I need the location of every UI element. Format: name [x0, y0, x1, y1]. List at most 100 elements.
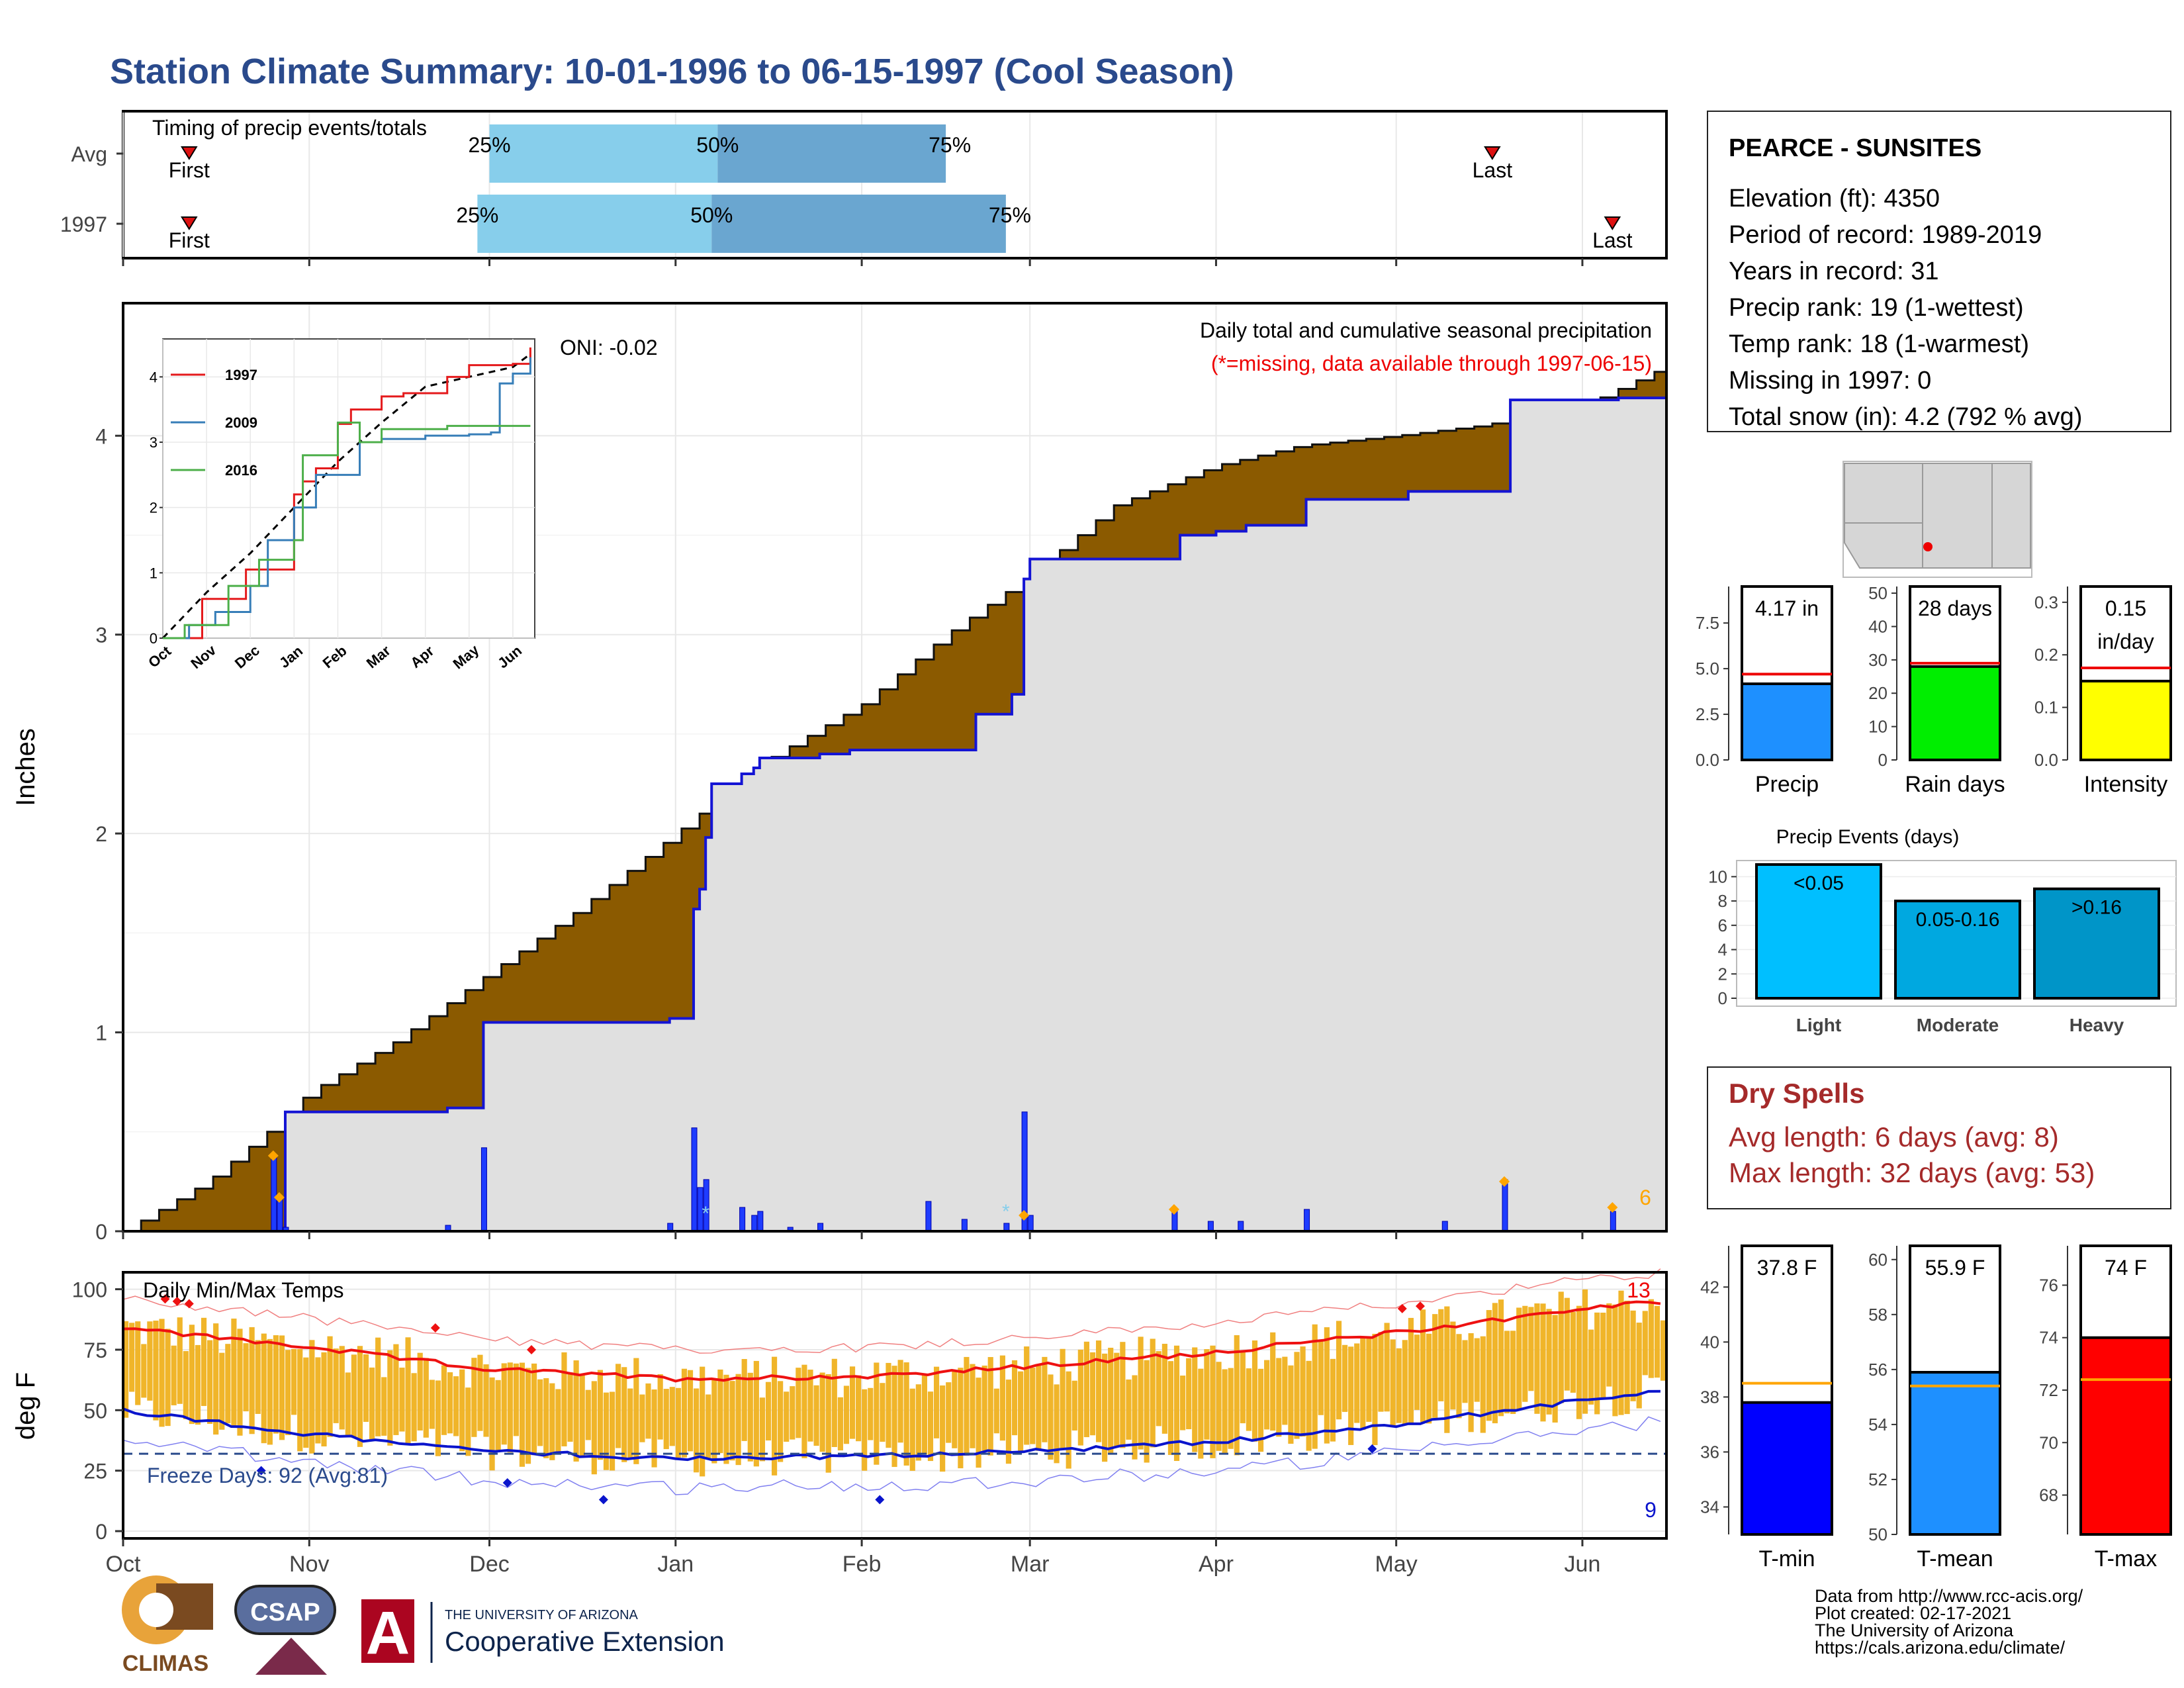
- events-bar: [2033, 887, 2160, 1000]
- temp-daily-bar: [1161, 1344, 1167, 1434]
- summary-bar-tick-label: 0: [1878, 750, 1888, 770]
- timing-title: Timing of precip events/totals: [152, 116, 427, 140]
- temp-daily-bar: [1240, 1350, 1246, 1424]
- temp-daily-bar: [597, 1370, 604, 1460]
- temp-daily-bar: [915, 1384, 921, 1461]
- temp-daily-bar: [1246, 1368, 1251, 1431]
- temp-daily-bar: [1612, 1304, 1618, 1417]
- temp-daily-bar: [1102, 1353, 1108, 1462]
- temp-month-label: Apr: [1199, 1552, 1234, 1577]
- temp-daily-bar: [1089, 1352, 1096, 1436]
- footer-credit-line: Data from http://www.rcc-acis.org/: [1815, 1586, 2083, 1606]
- temp-daily-bar: [399, 1368, 405, 1432]
- temp-daily-bar: [1198, 1368, 1204, 1459]
- timing-marker-label: First: [169, 228, 210, 252]
- hot-days-count: 13: [1627, 1278, 1651, 1302]
- temp-daily-bar: [1492, 1303, 1498, 1424]
- summary-bar-tick-label: 72: [2039, 1380, 2058, 1400]
- summary-bar-tick-label: 10: [1868, 717, 1888, 737]
- precip-ytick-label: 0: [95, 1220, 107, 1244]
- summary-bar-tick-label: 58: [1868, 1305, 1888, 1325]
- events-title: Precip Events (days): [1776, 826, 1960, 848]
- temp-daily-bar: [1126, 1379, 1132, 1440]
- daily-precip-bar: [1304, 1209, 1310, 1232]
- temp-ytick-label: 100: [72, 1278, 107, 1302]
- temp-daily-bar: [1222, 1369, 1228, 1454]
- temp-daily-bar: [1257, 1368, 1264, 1452]
- temp-daily-bar: [621, 1367, 627, 1462]
- temp-daily-bar: [501, 1363, 507, 1445]
- temp-daily-bar: [1077, 1349, 1083, 1446]
- temp-daily-bar: [1108, 1347, 1114, 1453]
- temp-daily-bar: [981, 1365, 987, 1451]
- temp-daily-bar: [675, 1387, 681, 1458]
- dry-spells-frame: [1707, 1066, 2171, 1209]
- temp-daily-bar: [303, 1357, 309, 1448]
- temp-daily-bar: [639, 1394, 645, 1442]
- temp-daily-bar: [657, 1374, 663, 1440]
- temp-daily-bar: [796, 1368, 801, 1438]
- temp-daily-bar: [405, 1337, 411, 1444]
- temp-daily-bar: [1480, 1336, 1486, 1433]
- temp-daily-bar: [753, 1360, 759, 1467]
- temp-month-label: Jun: [1565, 1552, 1601, 1577]
- temp-daily-bar: [1251, 1340, 1258, 1442]
- temp-daily-bar: [868, 1387, 874, 1440]
- climas-text: CLIMAS: [122, 1651, 208, 1676]
- record-low-marker: [1367, 1444, 1377, 1454]
- temp-daily-bar: [1312, 1324, 1318, 1449]
- temp-daily-bar: [219, 1352, 225, 1430]
- temp-daily-bar: [567, 1372, 573, 1442]
- temp-daily-bar: [213, 1323, 219, 1435]
- temp-daily-bar: [874, 1362, 880, 1465]
- temp-daily-bar: [669, 1387, 675, 1446]
- temp-daily-bar: [585, 1389, 591, 1440]
- temp-daily-bar: [285, 1350, 291, 1435]
- temp-daily-bar: [1438, 1309, 1444, 1401]
- temp-daily-bar: [315, 1357, 321, 1444]
- temp-daily-bar: [627, 1388, 633, 1458]
- temp-daily-bar: [1138, 1336, 1144, 1450]
- temp-daily-bar: [459, 1369, 465, 1452]
- temp-daily-bar: [447, 1372, 453, 1434]
- record-high-marker: [1415, 1301, 1425, 1311]
- temp-daily-bar: [261, 1333, 267, 1444]
- temp-daily-bar: [1366, 1336, 1372, 1422]
- temp-daily-bar: [477, 1354, 483, 1431]
- summary-bar-fill: [1741, 1401, 1833, 1536]
- temp-daily-bar: [759, 1397, 766, 1462]
- summary-bar-tick-label: 0.3: [2034, 592, 2058, 612]
- temp-daily-bar: [129, 1323, 135, 1392]
- temp-daily-bar: [790, 1386, 796, 1440]
- locator-map: [1843, 461, 2032, 578]
- summary-bar-t-max: 68 70 72 74 76 74 F T-max: [2039, 1244, 2172, 1571]
- summary-bar-tick-label: 34: [1700, 1497, 1719, 1517]
- ua-block-a: [361, 1599, 414, 1663]
- temp-daily-bar: [561, 1352, 567, 1446]
- temp-daily-bar: [1234, 1335, 1240, 1456]
- record-high-marker: [430, 1323, 440, 1333]
- logos: CLIMAS CSAP A THE UNIVERSITY OF ARIZONA …: [122, 1575, 725, 1676]
- freeze-days-label: Freeze Days: 92 (Avg:81): [147, 1464, 388, 1487]
- temp-daily-bar: [429, 1380, 435, 1429]
- summary-bar-tick-label: 50: [1868, 1524, 1888, 1544]
- timing-q25-q50-bar: [489, 124, 718, 183]
- daily-precip-bar: [691, 1127, 698, 1232]
- temp-daily-bar: [880, 1383, 886, 1442]
- daily-precip-bar: [1441, 1221, 1448, 1232]
- temp-month-label: Mar: [1011, 1552, 1050, 1577]
- snow-marker: *: [1002, 1201, 1010, 1223]
- temp-daily-bar: [255, 1340, 261, 1414]
- temp-daily-bar: [765, 1382, 772, 1441]
- precip-ylabel: Inches: [11, 728, 40, 806]
- temp-daily-bar: [1606, 1303, 1612, 1387]
- events-bars: 0 2 4 6 8 10 <0.05 Light 0.05-0.16 Moderate >0.16 H…: [1708, 863, 2176, 1035]
- temp-daily-bar: [351, 1354, 357, 1438]
- temp-daily-bar: [909, 1388, 915, 1471]
- summary-bar-tick-label: 0.0: [2034, 750, 2058, 770]
- temp-daily-bar: [801, 1364, 807, 1458]
- events-tick-label: 0: [1718, 988, 1727, 1008]
- inset-series-line: [163, 421, 531, 639]
- temp-daily-bar: [1120, 1342, 1126, 1448]
- summary-bar-precip: 0.0 2.5 5.0 7.5 4.17 in Precip: [1696, 585, 1833, 797]
